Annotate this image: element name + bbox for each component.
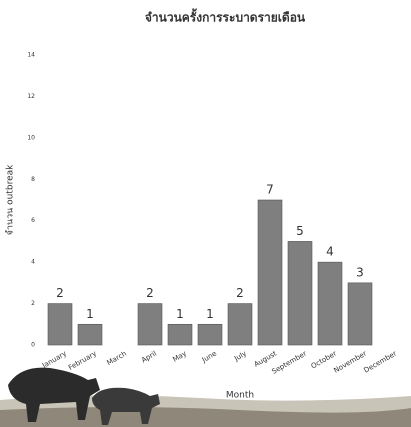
bar	[287, 241, 313, 346]
data-label: 2	[56, 286, 64, 300]
data-label: 1	[176, 307, 184, 321]
data-label: 1	[86, 307, 94, 321]
x-tick-label: January	[40, 350, 68, 371]
bar	[167, 323, 193, 346]
y-axis-label: จำนวน outbreak	[5, 164, 16, 236]
x-tick-label: April	[140, 350, 158, 365]
bar	[317, 261, 343, 346]
y-tick-label: 4	[31, 259, 35, 266]
y-tick-label: 10	[27, 134, 35, 141]
x-tick-label: December	[363, 349, 399, 374]
y-tick-label: 12	[27, 93, 35, 100]
y-tick-label: 8	[31, 176, 35, 183]
y-tick-label: 14	[27, 52, 35, 59]
data-label: 4	[326, 245, 334, 259]
x-tick-label: June	[200, 350, 218, 365]
data-label: 7	[266, 183, 274, 197]
y-tick-label: 0	[31, 342, 35, 349]
x-tick-label: July	[232, 350, 248, 364]
bar	[197, 323, 223, 346]
x-tick-label: November	[332, 349, 368, 374]
bar	[137, 303, 163, 346]
data-label: 3	[356, 265, 364, 279]
bar	[227, 303, 253, 346]
data-label: 5	[296, 224, 304, 238]
x-tick-label: March	[106, 350, 128, 368]
data-label: 2	[146, 286, 154, 300]
bar	[77, 323, 103, 346]
y-tick-label: 2	[31, 300, 35, 307]
x-tick-label: February	[67, 350, 98, 372]
bar	[347, 282, 373, 346]
bar	[257, 199, 283, 346]
chart-title: จำนวนครั้งการระบาดรายเดือน	[145, 8, 306, 25]
bar	[47, 303, 73, 346]
data-label: 2	[236, 286, 244, 300]
decoration	[0, 367, 411, 427]
x-tick-label: May	[171, 350, 188, 364]
y-tick-label: 6	[31, 217, 35, 224]
data-label: 1	[206, 307, 214, 321]
x-axis-label: Month	[226, 391, 254, 401]
